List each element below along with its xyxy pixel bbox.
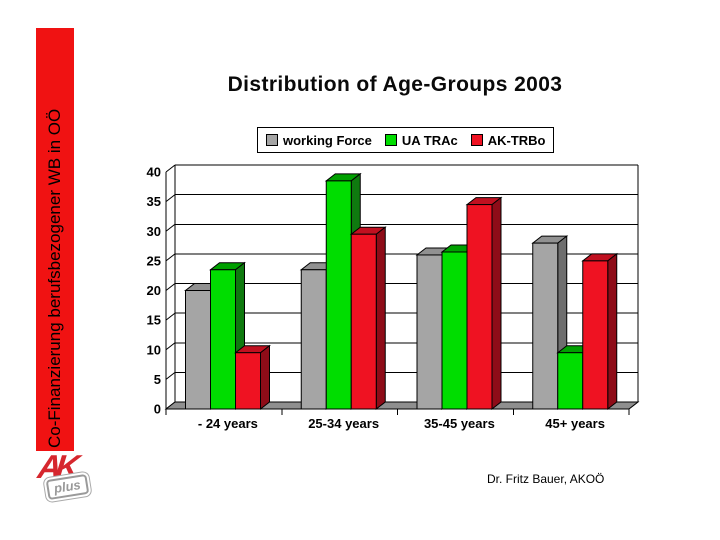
bar (557, 352, 584, 410)
category-label: 45+ years (545, 416, 605, 431)
ak-plus-text: plus (52, 477, 82, 497)
bar-side (375, 226, 386, 411)
bar (582, 260, 609, 410)
y-axis-label: 15 (147, 313, 161, 328)
legend-label: UA TRAc (401, 132, 458, 148)
bar (350, 233, 377, 410)
bar (441, 251, 468, 410)
y-tick (165, 371, 176, 380)
y-tick (165, 342, 176, 351)
bar (300, 269, 327, 410)
bar (235, 352, 261, 410)
legend-swatch-gray-icon (266, 134, 278, 146)
y-axis-label: 30 (147, 224, 161, 239)
footer-credit: Dr. Fritz Bauer, AKOÖ (487, 472, 605, 486)
y-tick (165, 253, 176, 262)
y-axis-label: 35 (147, 194, 161, 209)
category-label: 25-34 years (308, 416, 379, 431)
legend-item-ua-trac: UA TRAc (384, 132, 458, 148)
y-tick (165, 312, 176, 321)
age-groups-chart: 0 5 10 15 20 25 30 35 40 - 24 years 25-34 years 35-… (147, 164, 640, 431)
slide-title: Distribution of Age-Groups 2003 (227, 73, 563, 96)
sidebar-red-bar (36, 28, 74, 451)
chart-legend: working Force UA TRAc AK-TRBo (257, 127, 555, 153)
y-axis-label: 10 (147, 342, 161, 357)
y-axis-label: 40 (147, 165, 161, 180)
bar-side (260, 344, 270, 411)
category-label: - 24 years (198, 416, 258, 431)
y-axis-label: 5 (154, 372, 161, 387)
bar (325, 180, 352, 410)
legend-item-working-force: working Force (266, 133, 372, 148)
y-axis-label: 0 (154, 402, 161, 417)
bar (210, 269, 236, 410)
bar (416, 254, 443, 410)
bar (466, 204, 493, 410)
legend-label: working Force (283, 132, 372, 148)
y-axis-label: 20 (147, 283, 161, 298)
legend-label: AK-TRBo (487, 132, 546, 148)
y-tick (165, 164, 176, 173)
bar (532, 242, 559, 410)
legend-swatch-green-icon (384, 134, 397, 146)
legend-item-ak-trbo: AK-TRBo (470, 132, 546, 148)
bar-side (607, 252, 618, 411)
y-tick (165, 283, 176, 291)
y-tick (165, 194, 176, 203)
y-tick (165, 223, 176, 232)
sidebar-vertical-text: Co-Finanzierung berufsbezogener WB in OÖ (45, 108, 64, 448)
bar (185, 290, 211, 410)
bar-side (491, 196, 502, 411)
y-axis-label: 25 (147, 253, 161, 268)
legend-swatch-red-icon (470, 134, 483, 146)
category-label: 35-45 years (424, 416, 495, 431)
